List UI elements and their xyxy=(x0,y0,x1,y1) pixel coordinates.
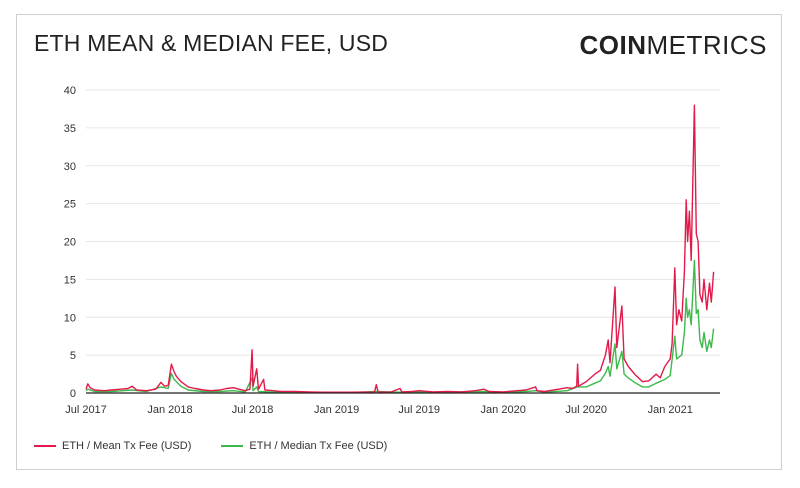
grid-lines xyxy=(86,89,720,356)
x-tick-label: Jan 2018 xyxy=(147,404,192,416)
y-tick-label: 5 xyxy=(70,350,76,362)
x-tick-label: Jul 2017 xyxy=(65,404,107,416)
series-line-mean xyxy=(85,104,715,393)
coinmetrics-logo: COINMETRICS xyxy=(580,30,768,61)
series-group xyxy=(85,104,715,394)
x-tick-label: Jul 2018 xyxy=(232,404,274,416)
logo-light-text: METRICS xyxy=(646,30,767,60)
x-tick-label: Jan 2019 xyxy=(314,404,359,416)
legend-item-median[interactable]: ETH / Median Tx Fee (USD) xyxy=(221,440,387,452)
y-tick-label: 30 xyxy=(64,161,76,173)
x-tick-label: Jan 2020 xyxy=(481,404,526,416)
logo-bold-text: COIN xyxy=(579,30,647,60)
y-tick-label: 25 xyxy=(64,199,76,211)
y-tick-label: 40 xyxy=(64,85,76,97)
legend-label-median: ETH / Median Tx Fee (USD) xyxy=(249,440,388,452)
legend: ETH / Mean Tx Fee (USD) ETH / Median Tx … xyxy=(34,440,387,452)
x-axis-ticks: Jul 2017 Jan 2018 Jul 2018 Jan 2019 Jul 2019… xyxy=(65,404,693,416)
legend-swatch-mean xyxy=(34,445,56,447)
chart-title: ETH MEAN & MEDIAN FEE, USD xyxy=(34,30,389,56)
x-tick-label: Jan 2021 xyxy=(648,404,693,416)
legend-item-mean[interactable]: ETH / Mean Tx Fee (USD) xyxy=(34,440,191,452)
x-tick-label: Jul 2019 xyxy=(398,404,440,416)
y-tick-label: 15 xyxy=(64,274,76,286)
y-tick-label: 10 xyxy=(64,312,76,324)
y-tick-label: 20 xyxy=(64,237,76,249)
legend-label-mean: ETH / Mean Tx Fee (USD) xyxy=(62,440,192,452)
y-axis-ticks: 0 5 10 15 20 25 30 35 40 xyxy=(64,85,76,400)
legend-swatch-median xyxy=(221,445,244,447)
series-line-median xyxy=(85,259,715,394)
y-tick-label: 0 xyxy=(70,388,76,400)
y-tick-label: 35 xyxy=(64,123,76,135)
x-tick-label: Jul 2020 xyxy=(565,404,607,416)
